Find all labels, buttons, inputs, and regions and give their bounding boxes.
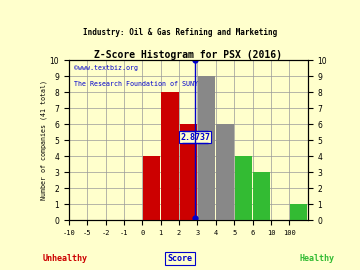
Bar [198,76,215,220]
Text: Score: Score [167,254,193,263]
Text: Healthy: Healthy [299,254,334,263]
Bar [216,124,234,220]
Text: Unhealthy: Unhealthy [42,254,87,263]
Y-axis label: Number of companies (41 total): Number of companies (41 total) [40,80,47,200]
Bar [290,204,307,220]
Bar [180,124,197,220]
Text: The Research Foundation of SUNY: The Research Foundation of SUNY [73,81,198,87]
Title: Z-Score Histogram for PSX (2016): Z-Score Histogram for PSX (2016) [94,50,282,60]
Text: ©www.textbiz.org: ©www.textbiz.org [73,65,138,71]
Bar [143,156,160,220]
Text: Industry: Oil & Gas Refining and Marketing: Industry: Oil & Gas Refining and Marketi… [83,28,277,37]
Bar [235,156,252,220]
Text: 2.8737: 2.8737 [180,133,210,141]
Bar [253,172,270,220]
Bar [161,92,179,220]
